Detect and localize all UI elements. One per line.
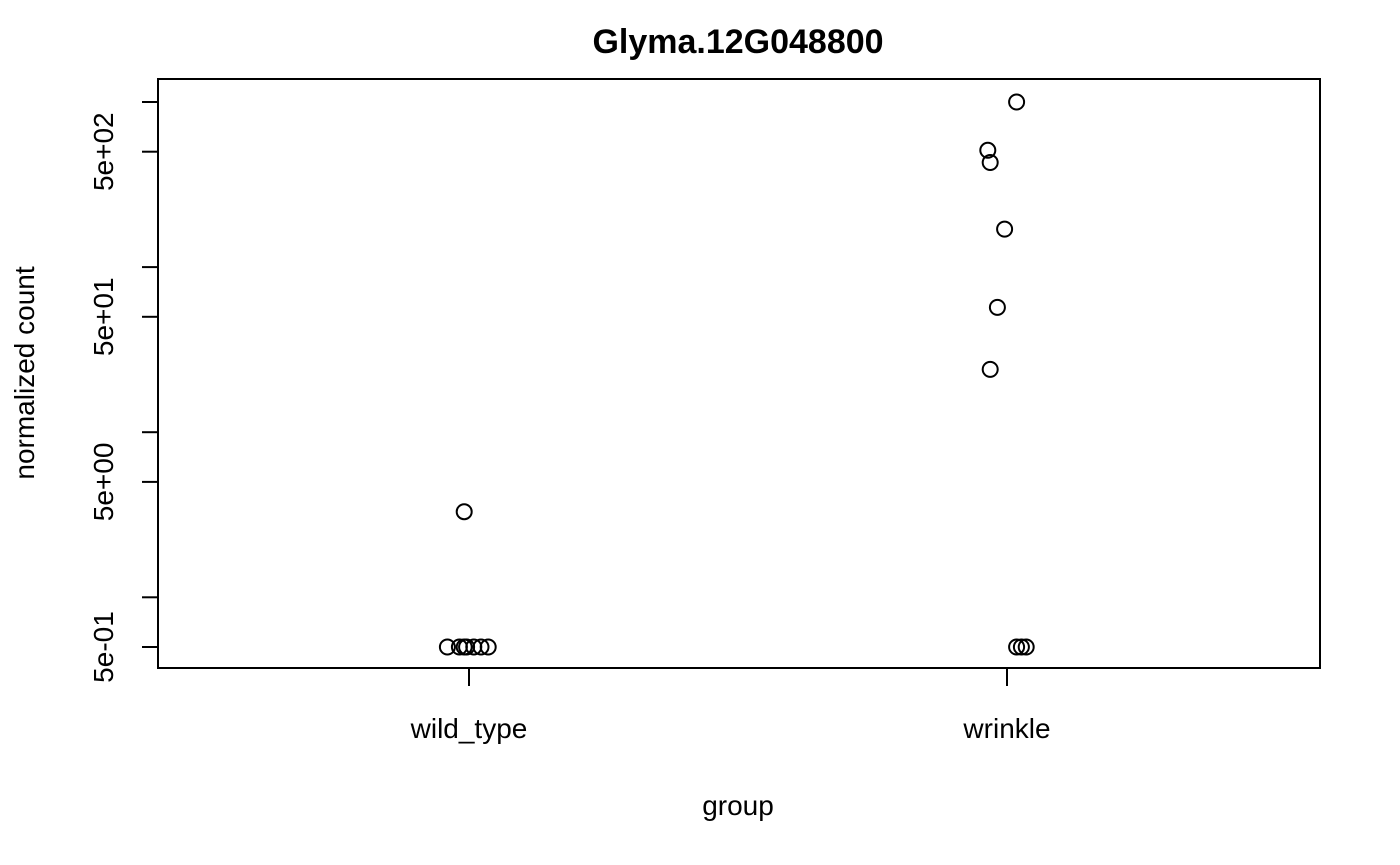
data-point xyxy=(455,503,473,521)
data-point xyxy=(438,638,456,656)
x-axis: wild_type wrinkle xyxy=(410,668,1051,744)
data-point xyxy=(1008,638,1026,656)
data-point xyxy=(979,141,997,159)
data-point xyxy=(1012,638,1030,656)
data-point xyxy=(1017,638,1035,656)
y-tick-label: 5e+00 xyxy=(88,443,119,522)
x-tick-label: wild_type xyxy=(410,713,528,744)
chart-title: Glyma.12G048800 xyxy=(592,23,883,61)
y-axis-label: normalized count xyxy=(9,266,40,479)
data-point xyxy=(1008,93,1026,111)
data-point xyxy=(996,220,1014,238)
data-point xyxy=(479,638,497,656)
plot-frame xyxy=(157,78,1321,669)
y-tick-label: 5e+02 xyxy=(88,112,119,191)
y-tick-label: 5e+01 xyxy=(88,277,119,356)
x-axis-label: group xyxy=(702,790,774,821)
y-tick-label: 5e-01 xyxy=(88,611,119,683)
data-point xyxy=(981,360,999,378)
data-point xyxy=(988,298,1006,316)
data-point xyxy=(472,638,490,656)
x-tick-label: wrinkle xyxy=(962,713,1050,744)
data-points xyxy=(438,93,1035,656)
y-axis: 5e-01 5e+00 5e+01 5e+02 xyxy=(88,101,158,683)
data-point xyxy=(981,154,999,171)
